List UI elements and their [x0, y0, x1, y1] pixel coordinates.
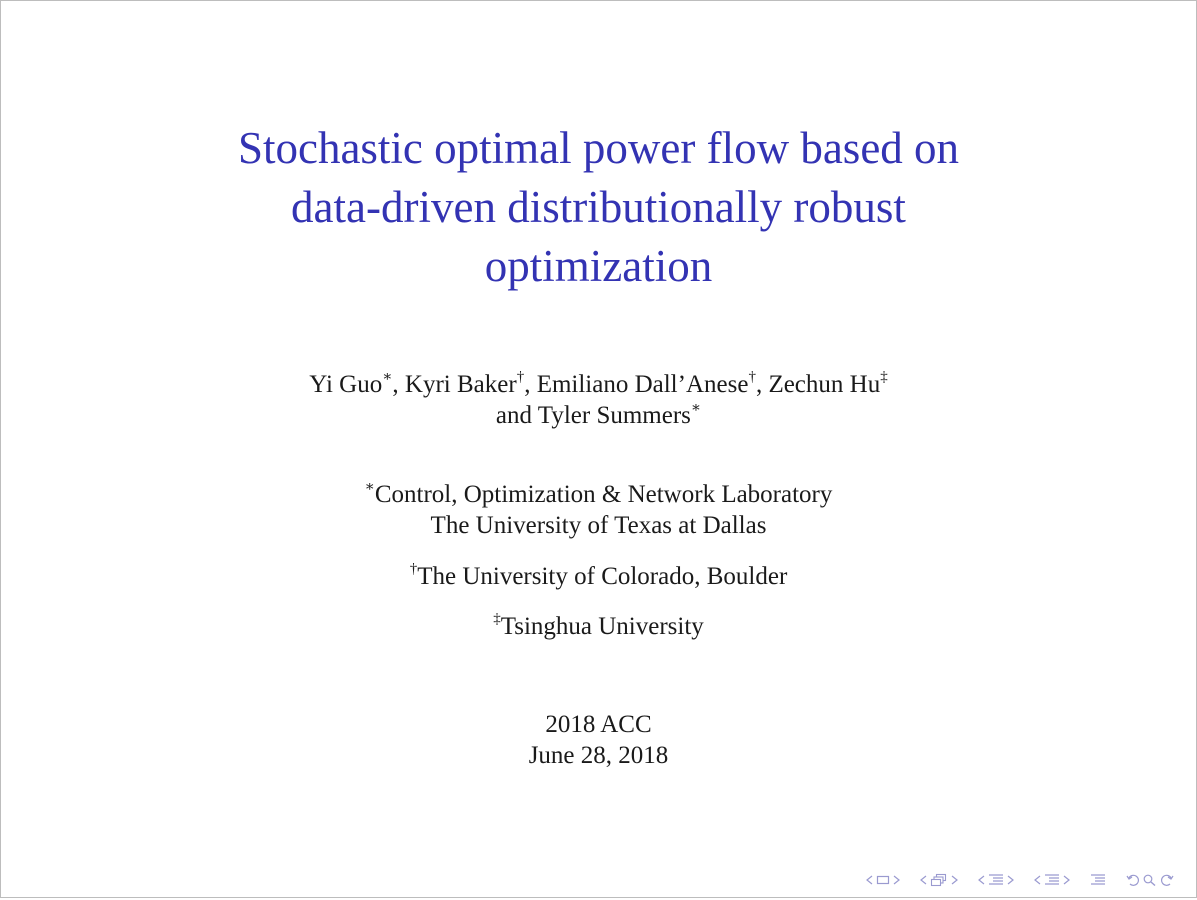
forward-icon[interactable]: [1160, 874, 1174, 886]
affiliation-university: Tsinghua University: [500, 613, 704, 640]
author-name: Zechun Hu: [768, 371, 881, 398]
author-separator: ,: [524, 371, 537, 398]
conference-block: 2018 ACC June 28, 2018: [1, 709, 1196, 771]
next-frame-arrow-icon[interactable]: [893, 875, 900, 885]
title-line-3: optimization: [484, 241, 713, 291]
affiliation-3: ‡Tsinghua University: [1, 611, 1196, 642]
frame-nav: [866, 875, 900, 885]
author-mark: †: [748, 368, 756, 385]
affiliation-university: The University of Colorado, Boulder: [417, 563, 788, 590]
author-separator: ,: [392, 371, 405, 398]
frame-icon[interactable]: [876, 875, 890, 885]
author-separator: ,: [755, 371, 769, 398]
subsection-icon[interactable]: [930, 873, 948, 887]
authors-line-1: Yi Guo∗, Kyri Baker†, Emiliano Dall’Anes…: [1, 369, 1196, 400]
author-mark: ∗: [382, 368, 393, 385]
author-name: Kyri Baker: [404, 371, 517, 398]
authors-block: Yi Guo∗, Kyri Baker†, Emiliano Dall’Anes…: [1, 369, 1196, 431]
appendix-icon[interactable]: [1090, 873, 1106, 887]
back-icon[interactable]: [1126, 874, 1140, 886]
prev-subsection-arrow-icon[interactable]: [920, 875, 927, 885]
search-nav: [1126, 874, 1174, 886]
prev-doc-arrow-icon[interactable]: [1034, 875, 1041, 885]
author-name: Tyler Summers: [537, 402, 691, 429]
presentation-date: June 28, 2018: [528, 742, 669, 769]
author-name: Emiliano Dall’Anese: [536, 371, 749, 398]
affiliation-mark: †: [409, 560, 418, 577]
next-section-arrow-icon[interactable]: [1007, 875, 1014, 885]
subsection-nav: [920, 873, 958, 887]
prev-frame-arrow-icon[interactable]: [866, 875, 873, 885]
title-line-1: Stochastic optimal power flow based on: [237, 123, 960, 173]
next-subsection-arrow-icon[interactable]: [951, 875, 958, 885]
section-icon[interactable]: [988, 873, 1004, 887]
section-nav: [978, 873, 1014, 887]
title-line-2: data-driven distributionally robust: [291, 182, 906, 232]
affiliation-2: †The University of Colorado, Boulder: [1, 561, 1196, 592]
author-mark: ‡: [880, 368, 888, 385]
authors-and: and: [495, 402, 538, 429]
affiliation-mark: ‡: [493, 610, 501, 627]
author-mark: ∗: [690, 399, 702, 416]
authors-line-2: and Tyler Summers∗: [1, 400, 1196, 431]
affiliation-1: ∗Control, Optimization & Network Laborat…: [1, 479, 1196, 541]
document-nav: [1034, 873, 1070, 887]
conference-name: 2018 ACC: [545, 711, 652, 738]
affiliation-mark: ∗: [364, 478, 375, 495]
author-name: Yi Guo: [309, 371, 383, 398]
author-mark: †: [516, 368, 525, 385]
navigation-bar: [866, 872, 1174, 888]
document-icon[interactable]: [1044, 873, 1060, 887]
slide-title: Stochastic optimal power flow based on d…: [1, 119, 1196, 296]
next-doc-arrow-icon[interactable]: [1063, 875, 1070, 885]
affiliation-lab: Control, Optimization & Network Laborato…: [374, 481, 833, 508]
prev-section-arrow-icon[interactable]: [978, 875, 985, 885]
search-icon[interactable]: [1143, 874, 1157, 886]
affiliation-university: The University of Texas at Dallas: [430, 512, 767, 539]
appendix-nav: [1090, 873, 1106, 887]
